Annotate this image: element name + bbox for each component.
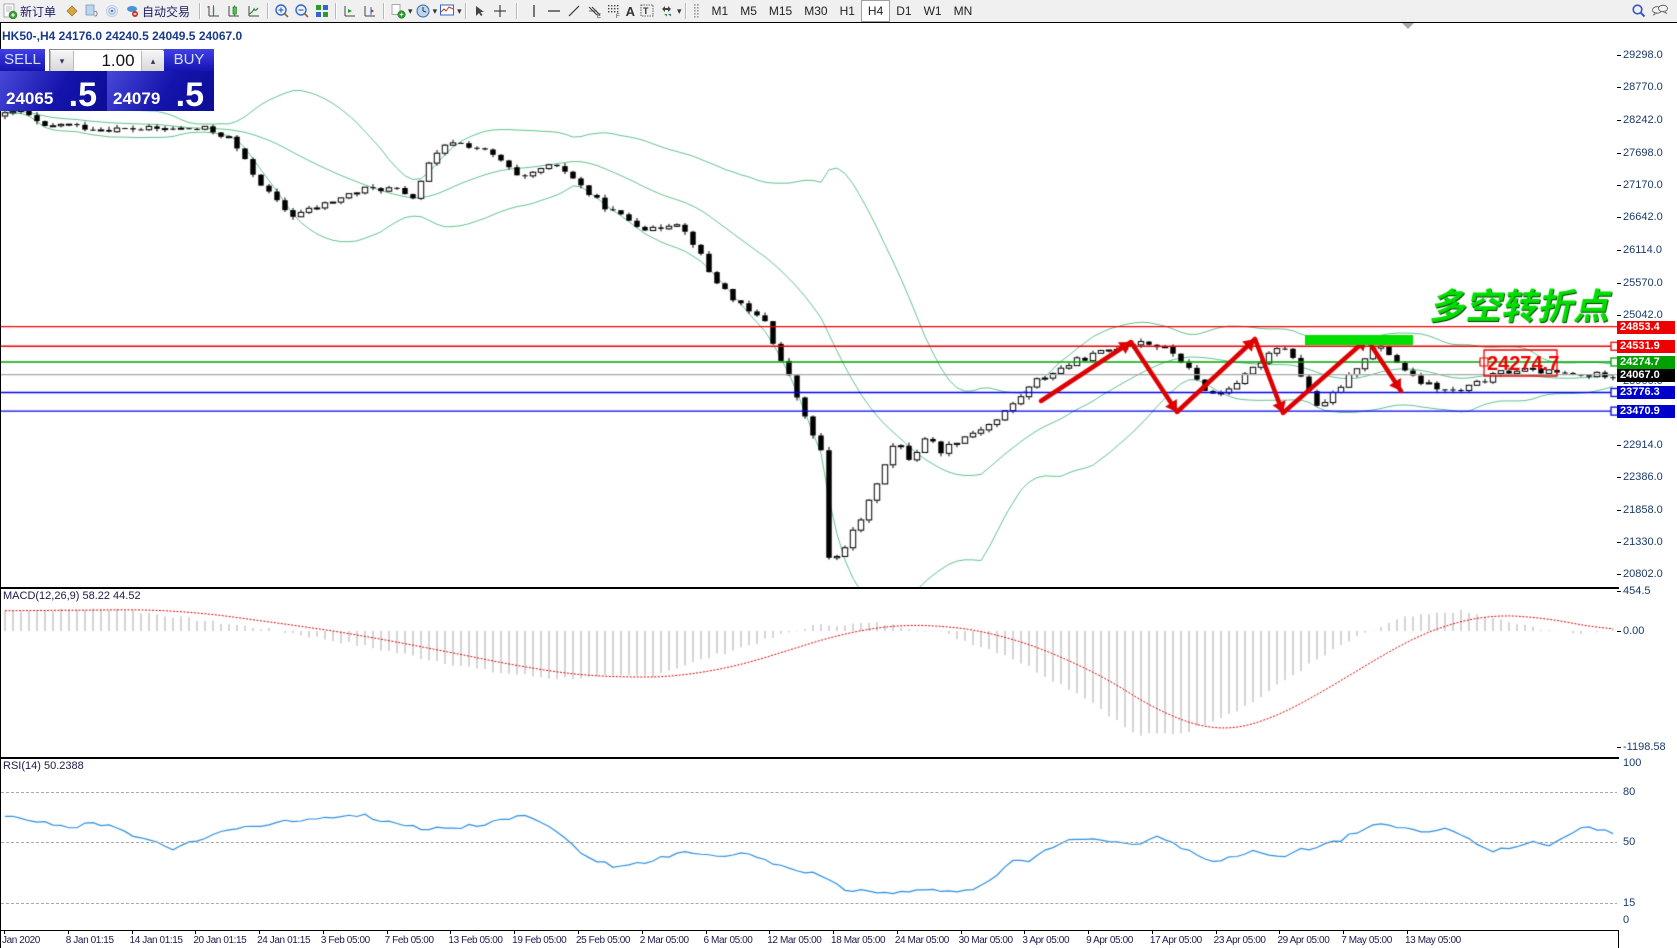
svg-text:T: T — [643, 6, 649, 16]
svg-text:E: E — [597, 14, 601, 19]
svg-text:F: F — [616, 14, 620, 19]
